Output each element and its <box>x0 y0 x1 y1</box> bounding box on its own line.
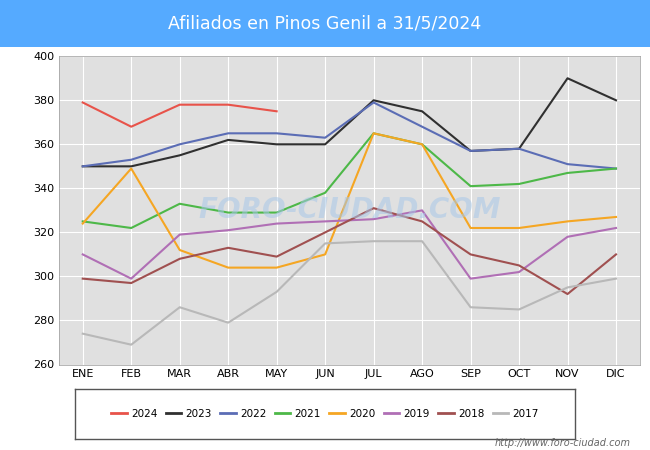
Text: FORO-CIUDAD.COM: FORO-CIUDAD.COM <box>198 196 500 225</box>
Legend: 2024, 2023, 2022, 2021, 2020, 2019, 2018, 2017: 2024, 2023, 2022, 2021, 2020, 2019, 2018… <box>107 405 543 423</box>
Text: http://www.foro-ciudad.com: http://www.foro-ciudad.com <box>495 438 630 448</box>
Text: Afiliados en Pinos Genil a 31/5/2024: Afiliados en Pinos Genil a 31/5/2024 <box>168 14 482 33</box>
